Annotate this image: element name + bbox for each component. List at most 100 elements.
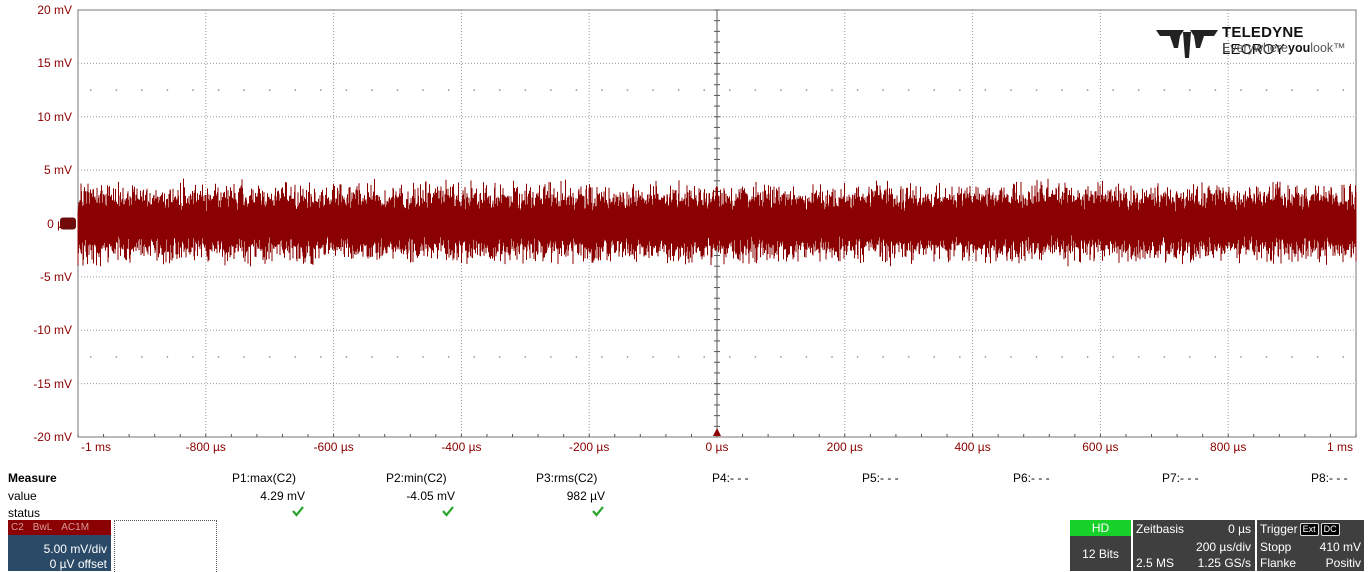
measure-p3-label[interactable]: P3:rms(C2): [536, 471, 598, 485]
grid-dot: [1240, 89, 1242, 91]
grid-dot: [1163, 356, 1166, 358]
grid-dot: [575, 356, 578, 358]
grid-dot: [447, 89, 450, 91]
grid-dot: [933, 356, 936, 358]
teledyne-logo-icon: [1156, 30, 1218, 58]
x-tick-label: 800 µs: [1210, 440, 1247, 454]
grid-dot: [447, 356, 450, 358]
y-tick-label: 10 mV: [37, 109, 72, 124]
grid-dot: [677, 89, 680, 91]
grid-dot: [728, 89, 731, 91]
grid-dot: [882, 356, 884, 358]
measure-p3-value: 982 µV: [566, 489, 605, 503]
grid-dot: [601, 89, 603, 91]
channel-coupling: AC1M: [61, 522, 90, 533]
grid-dot: [115, 356, 118, 358]
grid-dot: [780, 356, 782, 358]
grid-dot: [831, 89, 833, 91]
channel-c2-descriptor[interactable]: C2 BwL AC1M 5.00 mV/div 0 µV offset: [8, 520, 111, 571]
waveform-display[interactable]: 20 mV 15 mV 10 mV 5 mV 0 µV -5 mV -10 mV -15 mV…: [0, 0, 1372, 454]
tagline-bold: you: [1288, 41, 1311, 55]
brand-bold: TELEDYNE: [1222, 24, 1304, 41]
y-tick-label: 0 µV: [47, 216, 72, 231]
grid-dot: [1316, 356, 1319, 358]
measure-p3-status-check-icon: [592, 506, 604, 517]
channel-offset: 0 µV offset: [49, 557, 107, 571]
grid-dot: [1112, 356, 1114, 358]
empty-descriptor-slot[interactable]: [114, 520, 217, 572]
grid-dot: [1342, 89, 1345, 91]
grid-dot: [217, 356, 220, 358]
grid-dot: [396, 89, 399, 91]
grid-dot: [907, 89, 910, 91]
trigger-source-badge: Ext: [1299, 523, 1319, 536]
grid-dot: [166, 89, 169, 91]
x-tick-label: -600 µs: [313, 440, 354, 454]
grid-dot: [728, 356, 731, 358]
timebase-tdiv: 200 µs/div: [1196, 540, 1251, 554]
measure-p2-label[interactable]: P2:min(C2): [386, 471, 447, 485]
grid-dot: [882, 89, 884, 91]
trigger-level: 410 mV: [1319, 540, 1361, 554]
grid-dot: [141, 89, 143, 91]
grid-dot: [217, 89, 220, 91]
grid-dot: [524, 356, 527, 358]
grid-dot: [1010, 356, 1012, 358]
trigger-panel[interactable]: Trigger Ext DC Stopp 410 mV Flanke Positiv: [1257, 520, 1364, 571]
y-tick-label: -15 mV: [33, 376, 72, 391]
grid-dot: [677, 356, 680, 358]
grid-dot: [192, 356, 194, 358]
grid-dot: [1061, 356, 1063, 358]
grid-dot: [1086, 356, 1089, 358]
grid-dot: [575, 89, 578, 91]
grid-dot: [294, 89, 297, 91]
grid-dot: [243, 356, 245, 358]
brand-tagline: Everywhereyoulook™: [1222, 41, 1346, 55]
grid-dot: [601, 356, 603, 358]
measure-p2-value: -4.05 mV: [406, 489, 455, 503]
grid-dot: [754, 356, 757, 358]
measure-p1-label[interactable]: P1:max(C2): [232, 471, 297, 485]
grid-dot: [754, 89, 757, 91]
grid-dot: [550, 356, 552, 358]
measure-p1-status-check-icon: [292, 506, 304, 517]
measure-p7-label[interactable]: P7:- - -: [1162, 471, 1199, 485]
grid-dot: [473, 89, 475, 91]
grid-dot: [473, 356, 475, 358]
tagline-pre: Everywhere: [1222, 41, 1288, 55]
grid-dot: [243, 89, 245, 91]
y-tick-label: -5 mV: [39, 269, 72, 284]
grid-dot: [703, 89, 706, 91]
timebase-panel[interactable]: Zeitbasis 0 µs 200 µs/div 2.5 MS 1.25 GS…: [1133, 520, 1255, 571]
channel-name: C2: [11, 522, 24, 533]
tagline-post: look: [1310, 41, 1334, 55]
measure-title[interactable]: Measure: [8, 471, 57, 485]
hd-panel[interactable]: HD 12 Bits: [1070, 520, 1131, 571]
grid-dot: [345, 89, 348, 91]
measure-p8-label[interactable]: P8:- - -: [1311, 471, 1348, 485]
grid-dot: [1010, 89, 1012, 91]
measure-p4-label[interactable]: P4:- - -: [712, 471, 749, 485]
grid-dot: [1112, 89, 1114, 91]
brand-thin: LECROY: [1222, 41, 1285, 58]
grid-dot: [422, 89, 424, 91]
measure-p5-label[interactable]: P5:- - -: [862, 471, 899, 485]
grid-dot: [166, 356, 169, 358]
grid-dot: [268, 356, 271, 358]
hd-bits: 12 Bits: [1082, 547, 1119, 561]
brand-name: TELEDYNE LECROY: [1222, 24, 1356, 58]
y-tick-label: 20 mV: [37, 3, 72, 17]
grid-dot: [1137, 89, 1140, 91]
grid-dot: [320, 89, 322, 91]
trigger-coupling-badge: DC: [1320, 523, 1340, 536]
measure-p6-label[interactable]: P6:- - -: [1013, 471, 1050, 485]
trigger-title: Trigger: [1260, 522, 1298, 536]
grid-dot: [1137, 356, 1140, 358]
channel-tab-row: C2 BwL AC1M: [8, 520, 111, 535]
grid-dot: [652, 89, 654, 91]
trigger-position-marker: [713, 428, 721, 436]
grid-dot: [524, 89, 527, 91]
grid-dot: [1163, 89, 1166, 91]
teledyne-lecroy-logo: TELEDYNE LECROY Everywhereyoulook™: [1156, 22, 1356, 62]
timebase-title: Zeitbasis: [1136, 522, 1185, 536]
